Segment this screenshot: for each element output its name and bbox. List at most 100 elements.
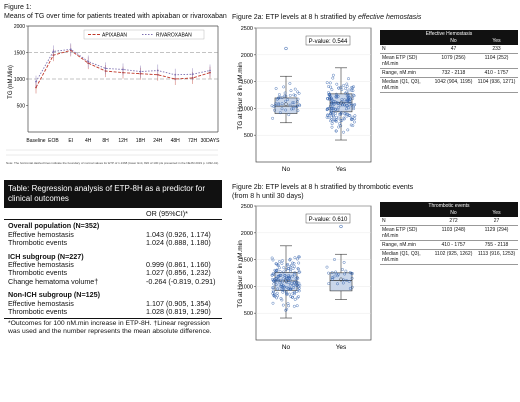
data-point: [290, 107, 293, 111]
table-title: Effective Hemostasis: [380, 30, 518, 38]
data-point: [350, 285, 354, 289]
y-tick-label: 2000: [241, 231, 253, 237]
x-tick-label: 48H: [171, 138, 181, 144]
data-point: [293, 94, 297, 97]
data-point: [273, 294, 276, 298]
data-point: [273, 108, 276, 112]
table-column-header: No Yes: [380, 38, 518, 45]
figure1-xticks: Baseline EOB EI 4H 8H 12H 18H 24H 48H 72H 30DAYS: [26, 138, 220, 144]
data-point: [287, 281, 291, 285]
data-point: [174, 73, 177, 76]
column-yes: Yes: [492, 210, 501, 216]
data-point: [281, 303, 285, 307]
data-point: [280, 102, 284, 106]
data-point: [352, 94, 356, 98]
data-point: [337, 106, 341, 109]
figure2a-caption-emphasis: effective hemostasis: [357, 14, 422, 21]
data-point: [332, 73, 335, 77]
figure2a-ylabel: TG at Hour 8 in nM.min: [237, 62, 244, 130]
data-point: [292, 304, 296, 308]
data-point: [349, 123, 353, 127]
data-point: [291, 107, 295, 111]
series-line-rivaroxaban: [35, 48, 211, 82]
box-iqr: [329, 272, 353, 292]
data-point: [277, 103, 281, 107]
table-row: Median (Q1, Q3), nM.min 1102 (925, 1262)…: [380, 250, 518, 265]
data-point: [334, 112, 338, 115]
figure2b-ylabel: TG at Hour 8 in nM.min: [237, 240, 244, 308]
data-point: [282, 270, 285, 274]
data-point: [271, 278, 274, 281]
data-point: [287, 274, 291, 277]
table-row: Mean ETP (SD) nM.min 1103 (248) 1129 (29…: [380, 226, 518, 241]
data-point: [276, 264, 280, 268]
data-point: [288, 94, 292, 97]
figure2a-box-plot: TG at Hour 8 in nM.min 500 1000 1500 2000 25…: [237, 26, 372, 173]
data-point: [271, 292, 275, 295]
data-point: [294, 277, 298, 281]
data-point: [280, 298, 284, 302]
data-point: [341, 281, 345, 285]
table-row: Change hematoma volume† -0.264 (-0.819, 0…: [8, 276, 216, 286]
data-point: [347, 102, 351, 106]
data-point: [288, 283, 292, 287]
data-point: [345, 114, 349, 118]
y-tick-label: 500: [244, 311, 253, 317]
figure1-ylabel: TG (nM.Min): [8, 65, 14, 99]
y-tick-label: 2000: [14, 24, 25, 30]
data-point: [328, 104, 332, 108]
data-point: [297, 255, 300, 259]
data-point: [351, 124, 355, 128]
data-point: [286, 267, 290, 270]
figure2b-pvalue: P-value: 0.610: [309, 217, 348, 223]
mean-marker: [338, 277, 344, 282]
data-point: [122, 68, 124, 71]
data-point: [344, 100, 348, 104]
data-point: [353, 103, 357, 106]
data-point: [280, 262, 284, 265]
data-point: [327, 282, 331, 286]
data-point: [348, 113, 352, 117]
data-point: [288, 103, 292, 107]
data-point: [271, 258, 275, 262]
data-point: [292, 286, 295, 290]
data-point: [291, 295, 295, 299]
data-point: [339, 118, 343, 122]
figure2b-caption-title: Figure 2b: ETP levels at 8 h stratified …: [232, 184, 414, 191]
data-point: [298, 270, 302, 274]
data-point: [279, 297, 283, 300]
data-point: [326, 107, 329, 111]
data-point: [272, 273, 276, 276]
data-point: [296, 257, 299, 261]
data-point: [285, 263, 289, 267]
regression-column-header: OR (95%CI)*: [4, 208, 222, 221]
table-row: Thrombotic events 1.024 (0.888, 1.180): [8, 238, 211, 248]
data-point: [338, 112, 341, 116]
data-point: [334, 270, 338, 274]
data-point: [271, 301, 275, 305]
data-point: [278, 266, 281, 270]
data-point: [296, 90, 299, 94]
data-point: [344, 269, 348, 273]
data-point: [284, 94, 288, 98]
data-point: [297, 92, 301, 95]
regression-footnote: *Outcomes for 100 nM.min increase in ETP…: [4, 318, 222, 336]
y-tick-label: 1500: [14, 51, 25, 57]
data-point: [342, 130, 345, 134]
table-row: Range, nM.min 410 - 1757 755 - 2118: [380, 241, 518, 250]
x-tick-label: No: [282, 166, 291, 173]
data-point: [330, 122, 334, 126]
data-point: [330, 271, 334, 275]
data-point: [292, 93, 296, 97]
data-point: [345, 112, 349, 116]
data-point: [347, 88, 351, 92]
data-point: [335, 101, 339, 104]
data-point: [342, 84, 346, 87]
data-point: [349, 102, 353, 106]
data-point: [326, 97, 329, 100]
data-point: [87, 60, 90, 63]
data-point: [288, 278, 292, 282]
data-point: [289, 89, 293, 93]
data-point: [329, 107, 333, 111]
section-heading: Non-ICH subgroup (N=125): [8, 290, 101, 300]
